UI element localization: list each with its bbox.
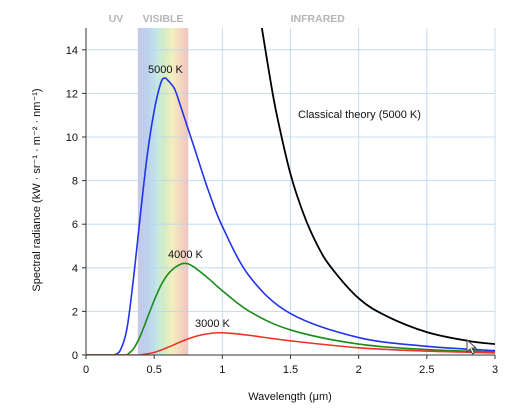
x-tick-label: 2 xyxy=(356,364,362,376)
visible-band xyxy=(137,28,189,355)
annotation-3000k: 3000 K xyxy=(195,318,231,330)
x-axis-label: Wavelength (μm) xyxy=(248,391,332,403)
y-axis-label: Spectral radiance (kW · sr⁻¹ · m⁻² · nm⁻… xyxy=(31,88,43,291)
annotation-classical: Classical theory (5000 K) xyxy=(298,109,421,121)
y-tick-label: 0 xyxy=(72,350,78,362)
y-tick-label: 2 xyxy=(72,306,78,318)
band-label-visible: VISIBLE xyxy=(143,13,184,25)
x-tick-label: 2.5 xyxy=(419,364,434,376)
x-tick-label: 3 xyxy=(492,364,498,376)
series-line-5000k xyxy=(86,77,495,355)
series-line-3000k xyxy=(86,331,495,355)
y-tick-label: 10 xyxy=(66,132,78,144)
gridlines xyxy=(86,28,496,355)
band-label-uv: UV xyxy=(109,13,124,25)
y-tick-label: 14 xyxy=(66,45,78,57)
x-tick-label: 1.5 xyxy=(283,364,298,376)
annotation-4000k: 4000 K xyxy=(168,249,204,261)
x-tick-label: 0 xyxy=(83,364,89,376)
y-tick-label: 6 xyxy=(72,219,78,231)
y-tick-label: 12 xyxy=(66,88,78,100)
x-tick-label: 1 xyxy=(219,364,225,376)
x-tick-label: 0.5 xyxy=(147,364,162,376)
series-line-classical xyxy=(260,28,495,345)
band-label-infrared: INFRARED xyxy=(291,13,346,25)
cursor-icon xyxy=(466,338,478,355)
annotation-5000k: 5000 K xyxy=(148,64,184,76)
y-tick-label: 4 xyxy=(72,263,78,275)
series-line-4000k xyxy=(86,262,495,355)
y-tick-label: 8 xyxy=(72,176,78,188)
